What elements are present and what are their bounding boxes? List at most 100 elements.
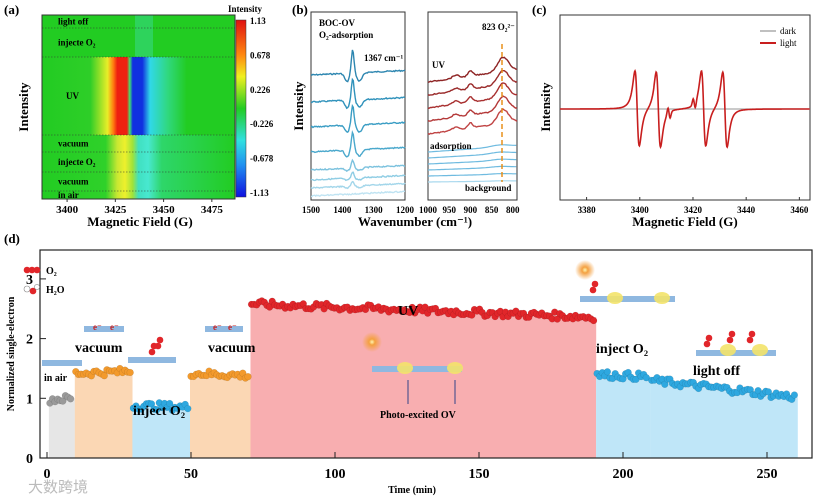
oxygen-vacancy-icon: [607, 292, 623, 304]
oxygen-vacancy-icon: [397, 362, 413, 374]
o2-molecule-icon: [703, 340, 711, 348]
d-x-tick-label: 50: [184, 467, 198, 482]
oxygen-vacancy-icon: [654, 292, 670, 304]
d-segment-fill-3: [190, 373, 251, 458]
heatmap-uv-row: [42, 57, 235, 135]
legend-light-label: light: [780, 38, 797, 48]
c-x-tick-label: 3400: [631, 205, 650, 215]
surface-schematic: [205, 326, 243, 332]
d-x-tick-label: 100: [325, 467, 346, 482]
oxygen-vacancy-icon: [447, 362, 463, 374]
d-frame: [39, 249, 813, 459]
row-label: injecte O₂: [58, 38, 96, 48]
colorbar-tick-label: 1.13: [250, 16, 266, 26]
d-data-point: [589, 316, 598, 325]
panel-label-d: (d): [4, 231, 20, 246]
b-right-tick-label: 800: [506, 205, 520, 215]
row-label: UV: [66, 91, 79, 101]
d-x-tick-label: 200: [613, 467, 634, 482]
segment-label: in air: [44, 373, 68, 384]
d-data-point: [468, 311, 476, 319]
b-adsorption-spectrum: [427, 151, 517, 159]
b-peak-label-right: 823 O₂²⁻: [482, 22, 515, 32]
oxygen-vacancy-icon: [720, 344, 736, 356]
d-x-axis-label: Time (min): [388, 485, 436, 496]
b-right-tick-label: 950: [442, 205, 456, 215]
d-segment-fill-5: [596, 374, 651, 458]
c-x-tick-label: 3440: [737, 205, 756, 215]
b-uv-spectrum: [427, 56, 518, 84]
watermark: 大数跨境: [28, 478, 88, 496]
colorbar-tick-label: -1.13: [250, 188, 269, 198]
light-source-icon: [575, 260, 595, 280]
b-left-spectrum: [311, 77, 406, 110]
d-data-point: [790, 391, 799, 399]
c-x-tick-label: 3460: [790, 205, 809, 215]
b-adsorption-spectrum: [427, 158, 517, 165]
a-x-axis-label: Magnetic Field (G): [87, 214, 192, 229]
d-data-point: [126, 368, 134, 377]
b-left-tick-label: 1200: [396, 205, 415, 215]
d-y-axis-label: Normalized single-electron: [6, 296, 17, 411]
a-x-tick-label: 3450: [153, 204, 176, 216]
o2-molecule-icon: [591, 280, 599, 288]
colorbar-tick-label: 0.226: [250, 85, 271, 95]
b-label-adsorption: adsorption: [430, 141, 472, 151]
electron-label: e⁻: [93, 322, 102, 332]
b-left-spectrum: [310, 171, 406, 182]
d-data-point: [66, 395, 75, 403]
d-x-tick-label: 150: [469, 467, 490, 482]
row-label: in air: [58, 190, 79, 200]
b-adsorption-spectrum: [427, 165, 517, 171]
c-x-tick-label: 3380: [578, 205, 597, 215]
o2-molecule-icon: [748, 330, 756, 338]
d-data-point: [184, 404, 192, 413]
d-segment-fill-2: [132, 405, 191, 458]
colorbar: [235, 19, 247, 198]
panel-c-epr: dark light 3380 3400 3420 3440 3460 Magnetic…: [538, 14, 811, 229]
d-data-point: [764, 388, 773, 396]
o2-molecule-icon: [156, 336, 164, 344]
d-segment-fill-1: [74, 371, 133, 458]
d-y-tick-label: 3: [26, 273, 33, 288]
heatmap-top-rows: [42, 15, 235, 57]
row-label: light off: [58, 17, 89, 27]
light-source-icon: [362, 332, 382, 352]
o2-molecule-icon: [154, 342, 162, 350]
b-left-spectrum: [310, 130, 406, 158]
segment-label: inject O₂: [133, 404, 185, 419]
heatmap-top-cyan: [135, 15, 153, 57]
d-data-point: [100, 372, 108, 380]
electron-label: e⁻: [110, 322, 119, 332]
oxygen-vacancy-icon: [752, 344, 768, 356]
c-light-curve: [560, 68, 810, 150]
c-frame: [559, 14, 811, 201]
colorbar-tick-label: -0.226: [250, 119, 274, 129]
b-label-background: background: [465, 183, 511, 193]
a-x-tick-label: 3475: [201, 204, 224, 216]
row-label: vacuum: [58, 139, 89, 149]
b-adsorption-spectrum: [428, 173, 517, 177]
d-segment-fill-6: [650, 380, 798, 458]
d-data-point: [754, 387, 762, 395]
legend-h2o-label: H₂O: [46, 285, 65, 296]
a-x-tick-label: 3400: [56, 204, 79, 216]
b-left-spectrum: [310, 158, 406, 172]
b-title-1: BOC-OV: [319, 18, 356, 28]
row-label: vacuum: [58, 177, 89, 187]
segment-label: inject O₂: [596, 342, 648, 357]
panel-label-a: (a): [4, 2, 19, 17]
d-segment-fill-4: [250, 303, 597, 458]
photo-excited-ov-label: Photo-excited OV: [380, 410, 457, 421]
segment-label: vacuum: [208, 341, 256, 356]
o2-molecule-icon: [728, 330, 736, 338]
legend-h2o: H₂O: [23, 284, 65, 296]
legend-dark-label: dark: [780, 26, 796, 36]
segment-label: UV: [398, 304, 418, 319]
c-x-axis-label: Magnetic Field (G): [632, 214, 737, 229]
colorbar-tick-label: 0.678: [250, 50, 271, 60]
o2-molecule-icon: [705, 334, 713, 342]
segment-label: vacuum: [75, 341, 123, 356]
c-x-tick-label: 3420: [684, 205, 703, 215]
surface-schematic: [128, 357, 176, 363]
